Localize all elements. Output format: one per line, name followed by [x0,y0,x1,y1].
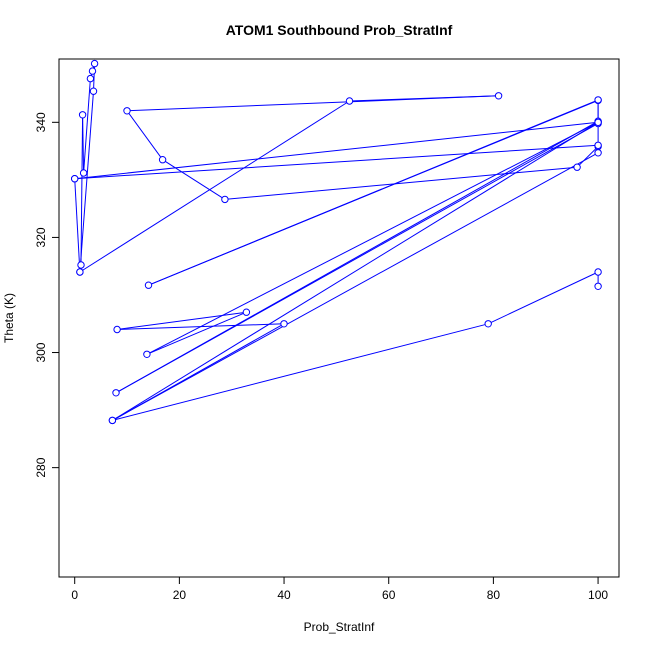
data-point [594,268,602,276]
series-line-segment [112,323,285,421]
data-point [79,169,88,177]
y-tick-label: 280 [34,457,48,477]
series-line-segment [112,323,489,421]
y-tick-label: 320 [34,227,48,247]
data-point [77,261,85,269]
series-line-segment [83,78,91,174]
x-tick-label: 20 [173,588,187,602]
data-point [123,107,131,115]
data-point [280,320,288,328]
data-point [594,96,602,104]
data-point [76,268,84,276]
series-line-segment [126,110,164,160]
series-line-segment [148,99,599,286]
series-line-segment [146,121,599,355]
data-point [494,92,503,100]
data-point [594,282,602,290]
data-point [221,195,229,204]
y-tick-label: 340 [34,112,48,132]
y-axis-label: Theta (K) [2,293,16,343]
data-point [108,416,117,425]
series-line-segment [115,120,599,394]
plot-frame [58,58,620,578]
data-point [90,59,99,68]
x-axis: 0 20 40 60 80 100 [71,577,608,602]
series-line-segment [82,114,85,174]
data-point [345,97,354,105]
series-line-segment [79,91,94,273]
series-layer [71,59,602,425]
series-line-segment [112,121,599,421]
data-point [143,350,151,358]
series-line-segment [117,311,247,330]
series-line-segment [576,146,599,168]
y-tick-label: 300 [34,342,48,362]
x-tick-label: 100 [588,588,608,602]
data-point [594,149,602,157]
chart-title: ATOM1 Southbound Prob_StratInf [226,22,453,38]
series-line-segment [74,178,81,273]
series-line-segment [80,114,84,266]
series-line-segment [487,271,599,325]
data-point [113,325,121,334]
data-point [144,281,153,289]
series-line-segment [112,152,599,421]
x-axis-label: Prob_StratInf [304,620,375,634]
x-tick-label: 80 [487,588,501,602]
series-line-segment [146,311,247,355]
data-point [484,320,492,328]
data-point [573,163,581,171]
x-tick-label: 40 [277,588,291,602]
series-line-segment [74,121,599,180]
series-line-segment [162,159,226,200]
data-point [71,175,79,183]
data-point [89,87,98,95]
data-point [112,389,120,397]
series-line-segment [79,100,350,273]
series-line-segment [126,95,499,112]
y-axis: 280 300 320 340 [34,112,59,478]
series-line-segment [224,166,578,200]
data-point [158,156,167,164]
x-tick-label: 0 [71,588,78,602]
data-point [88,67,97,75]
data-point [86,74,95,83]
data-point [78,111,87,119]
data-point [594,118,602,127]
series-line-segment [74,144,599,180]
x-tick-label: 60 [382,588,396,602]
data-point [242,308,251,316]
data-point [594,141,602,150]
